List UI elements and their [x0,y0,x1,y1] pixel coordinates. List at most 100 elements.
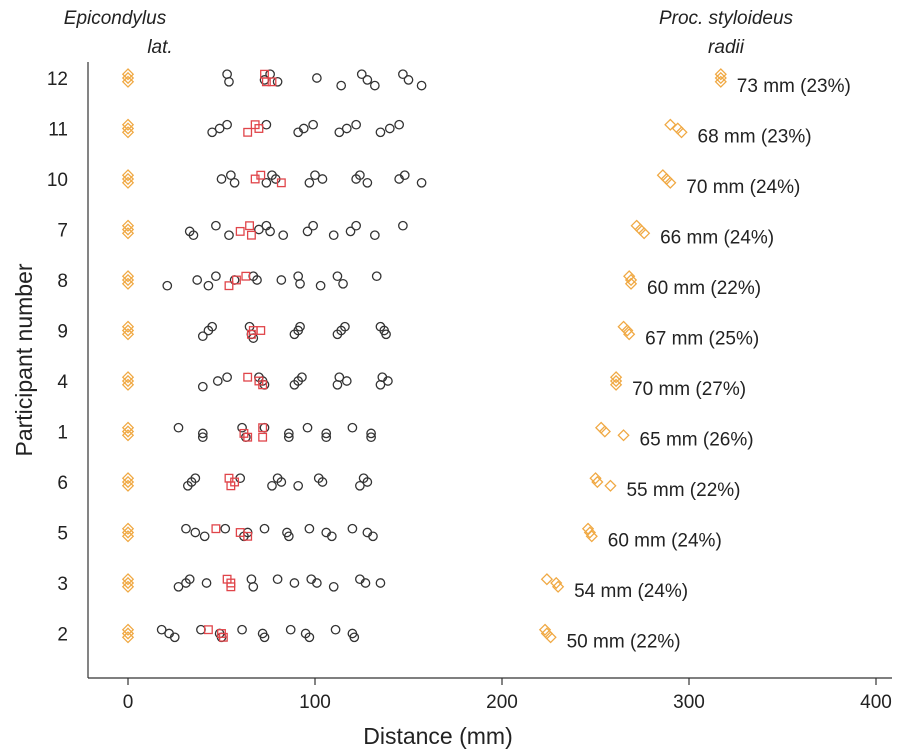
circle-point [211,220,221,231]
circle-point [169,632,180,643]
circle-point [229,177,240,188]
circle-point [369,230,380,241]
square-point [246,230,256,240]
landmark-right-line1: Proc. styloideus [659,8,794,29]
diamond-point [585,530,598,543]
diamond-point [121,522,135,535]
diamond-point [121,371,135,384]
circle-point [259,523,270,534]
diamond-point [121,328,135,341]
circle-point [259,422,270,433]
axes [87,62,892,679]
participant-row-8 [121,270,638,291]
circle-point [192,275,203,285]
circle-point [289,578,300,588]
circle-point [207,321,217,332]
circle-point [265,226,275,237]
circle-point [216,174,227,184]
annotation-11: 68 mm (23%) [698,127,812,148]
circle-point [384,123,395,134]
diamond-point [544,631,557,644]
diamond-point [634,223,647,236]
participant-row-7 [121,219,651,241]
participant-row-12 [121,68,727,91]
circle-point [173,422,184,433]
diamond-point [121,526,135,539]
square-point [245,221,254,231]
square-point [258,432,268,442]
circle-point [295,278,305,289]
circle-point [237,422,247,433]
annotation-8: 60 mm (22%) [647,278,761,299]
circle-point [259,632,270,643]
diamond-point [121,71,135,85]
square-point [243,127,253,137]
circle-point [368,531,378,542]
diamond-point [660,172,673,186]
square-point [232,275,241,285]
diamond-point [121,227,135,240]
circle-point [403,75,414,85]
diamond-point [121,270,135,283]
y-tick-label-8: 8 [57,271,68,292]
landmark-right-line2: radii [708,37,745,58]
circle-point [211,271,221,282]
circle-point [399,170,410,181]
diamond-point [609,371,623,384]
diamond-point [594,421,608,434]
diamond-point [630,219,643,232]
annotation-6: 55 mm (22%) [626,480,740,501]
circle-point [351,119,361,130]
circle-point [375,127,386,138]
diamond-point [589,472,602,485]
square-point [203,625,213,635]
circle-point [229,275,240,285]
y-tick-label-10: 10 [47,170,68,191]
circle-point [222,119,232,130]
diamond-point [624,273,638,287]
diamond-point [540,573,553,586]
annotation-9: 67 mm (25%) [645,329,759,350]
circle-point [261,119,272,130]
square-point [256,326,266,335]
circle-point [199,531,210,542]
diamond-point [121,176,135,189]
circle-point [181,523,191,534]
circle-point [347,422,358,433]
circle-point [173,581,184,592]
diamond-point [121,219,135,232]
circle-point [381,329,391,340]
circle-point [360,578,371,588]
diamond-point [617,429,630,442]
y-axis-title: Participant number [11,263,37,456]
participant-annotations: 73 mm (23%) 68 mm (23%) 70 mm (24%) 66 mm (… [567,76,851,653]
circle-point [197,432,208,443]
y-tick-label-11: 11 [48,120,68,141]
x-ticks: 0 100 200 300 400 [123,678,892,713]
circle-point [295,321,305,332]
participant-row-11 [121,118,688,139]
diamond-point [121,324,135,337]
annotation-2: 50 mm (22%) [567,632,681,653]
square-point [218,632,228,642]
circle-point [375,578,386,588]
circle-point [340,321,350,332]
diamond-point [121,68,135,81]
circle-point [334,372,345,383]
square-point [258,380,268,390]
circle-point [197,381,208,392]
circle-point [355,480,365,491]
diamond-point [121,472,135,485]
circle-point [237,624,247,635]
square-point [230,477,240,487]
annotation-4: 70 mm (27%) [632,379,746,400]
circle-point [334,127,345,138]
x-tick-label-400: 400 [860,692,892,713]
x-axis-title: Distance (mm) [363,723,513,749]
square-point [258,423,268,433]
circle-point [214,123,225,134]
circle-point [197,428,208,439]
diamond-point [538,623,552,636]
diamond-point [121,627,135,640]
